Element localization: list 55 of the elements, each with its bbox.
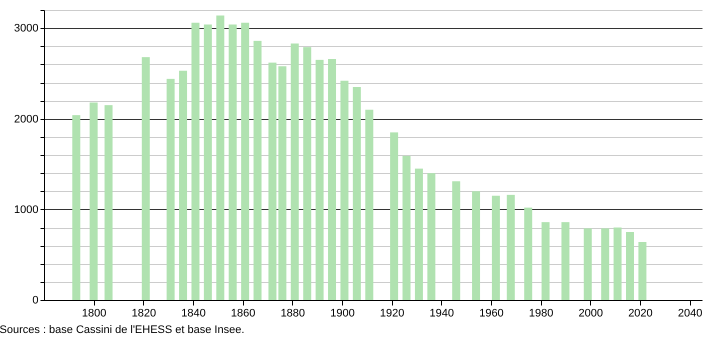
bar bbox=[584, 228, 592, 300]
x-tick-label: 1840 bbox=[181, 308, 206, 320]
bar bbox=[626, 232, 634, 300]
x-tick-label: 1800 bbox=[82, 308, 106, 320]
x-tick-label: 2040 bbox=[678, 308, 702, 320]
bar bbox=[216, 15, 224, 300]
bar bbox=[278, 66, 286, 300]
bar bbox=[254, 40, 262, 300]
x-tick-label: 1920 bbox=[380, 308, 404, 320]
bar bbox=[72, 115, 80, 300]
bar bbox=[542, 222, 550, 300]
bar bbox=[290, 44, 299, 300]
x-tick-label: 2000 bbox=[578, 308, 604, 320]
bar bbox=[204, 24, 212, 300]
bar bbox=[638, 242, 646, 300]
bar bbox=[166, 78, 175, 300]
bar bbox=[104, 105, 113, 300]
bar bbox=[316, 60, 324, 300]
bar bbox=[472, 191, 480, 300]
bar bbox=[524, 208, 532, 300]
x-tick-label: 1960 bbox=[479, 308, 504, 320]
y-tick-label: 2000 bbox=[14, 113, 38, 126]
bar bbox=[365, 110, 374, 300]
bar bbox=[452, 181, 460, 300]
bar bbox=[90, 102, 98, 300]
bar bbox=[328, 58, 336, 300]
bar bbox=[601, 228, 610, 300]
x-tick-label: 1980 bbox=[528, 308, 554, 320]
x-tick-label: 2020 bbox=[628, 308, 653, 320]
bar bbox=[340, 80, 348, 300]
bar bbox=[506, 194, 515, 300]
x-tick-label: 1880 bbox=[280, 308, 306, 320]
x-tick-label: 1860 bbox=[230, 308, 256, 320]
y-tick-label: 0 bbox=[32, 294, 38, 306]
bar bbox=[179, 70, 188, 300]
bar bbox=[303, 47, 312, 300]
y-tick-label: 1000 bbox=[14, 204, 38, 216]
bar bbox=[390, 132, 398, 300]
bar bbox=[561, 222, 570, 300]
bar bbox=[427, 173, 436, 300]
bar bbox=[414, 168, 423, 300]
x-tick-label: 1820 bbox=[132, 308, 156, 320]
bar bbox=[352, 87, 361, 300]
bar bbox=[191, 22, 200, 300]
bar bbox=[614, 228, 622, 300]
bar bbox=[402, 156, 411, 300]
y-tick-label: 3000 bbox=[14, 22, 38, 35]
x-tick-label: 1900 bbox=[330, 308, 355, 320]
bar bbox=[241, 22, 250, 300]
source-note: Sources : base Cassini de l'EHESS et base Insee. bbox=[0, 324, 244, 336]
bar bbox=[228, 24, 237, 300]
bar bbox=[268, 62, 276, 300]
x-tick-label: 1940 bbox=[430, 308, 454, 320]
bar bbox=[142, 57, 150, 300]
bar bbox=[492, 196, 500, 300]
